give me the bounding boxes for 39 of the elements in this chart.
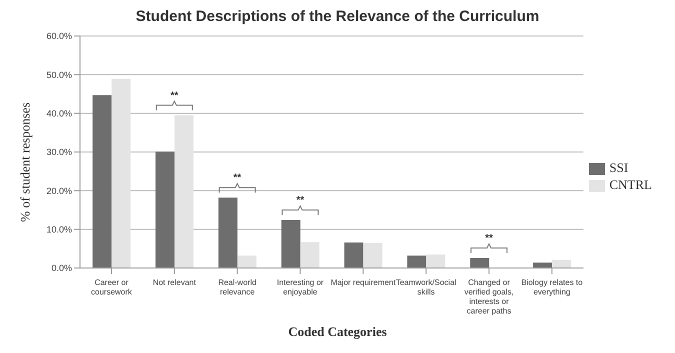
bar [281, 220, 300, 268]
y-tick-label: 60.0% [46, 31, 72, 42]
bar [174, 115, 194, 268]
x-tick-label: Career or coursework [91, 278, 133, 296]
y-tick-label: 40.0% [46, 108, 72, 119]
x-tick-label: Interesting or enjoyable [276, 278, 324, 296]
annotation: ** [296, 195, 304, 206]
x-tick-label: Biology relates to everything [521, 278, 584, 296]
bar [92, 95, 112, 268]
annotation: ** [485, 232, 493, 244]
x-tick-label: Not relevant [152, 278, 197, 287]
bar [533, 262, 552, 268]
y-tick-label: 20.0% [46, 186, 72, 196]
y-tick-label: 10.0% [46, 224, 72, 235]
annotation: ** [170, 90, 178, 102]
bar [407, 256, 426, 268]
y-axis-title: % of student responses [18, 102, 33, 222]
bar [552, 260, 572, 268]
x-tick-label: Real-world relevance [218, 278, 256, 296]
bar [218, 198, 238, 268]
x-tick-label: Major requirement [330, 278, 396, 287]
bar [470, 258, 490, 268]
bar [112, 78, 131, 268]
bar [237, 256, 256, 268]
bar [156, 152, 175, 268]
y-tick-label: 0.0% [51, 263, 72, 274]
y-tick-label: 50.0% [46, 70, 72, 80]
annotation: ** [233, 172, 242, 184]
bar [344, 242, 364, 268]
x-tick-label: Teamwork/Social skills [396, 278, 457, 296]
legend-label: SSI [609, 160, 628, 175]
x-tick-label: Changed or verified goals, interests or career paths [464, 278, 514, 316]
chart-title: Student Descriptions of the Relevance of the Curriculum [134, 8, 540, 27]
legend-label: CNTRL [609, 177, 652, 192]
x-axis-title: Coded Categories [287, 324, 388, 340]
y-tick-label: 30.0% [46, 147, 72, 158]
bar [426, 254, 446, 268]
bar [300, 242, 320, 268]
bar [363, 242, 382, 268]
